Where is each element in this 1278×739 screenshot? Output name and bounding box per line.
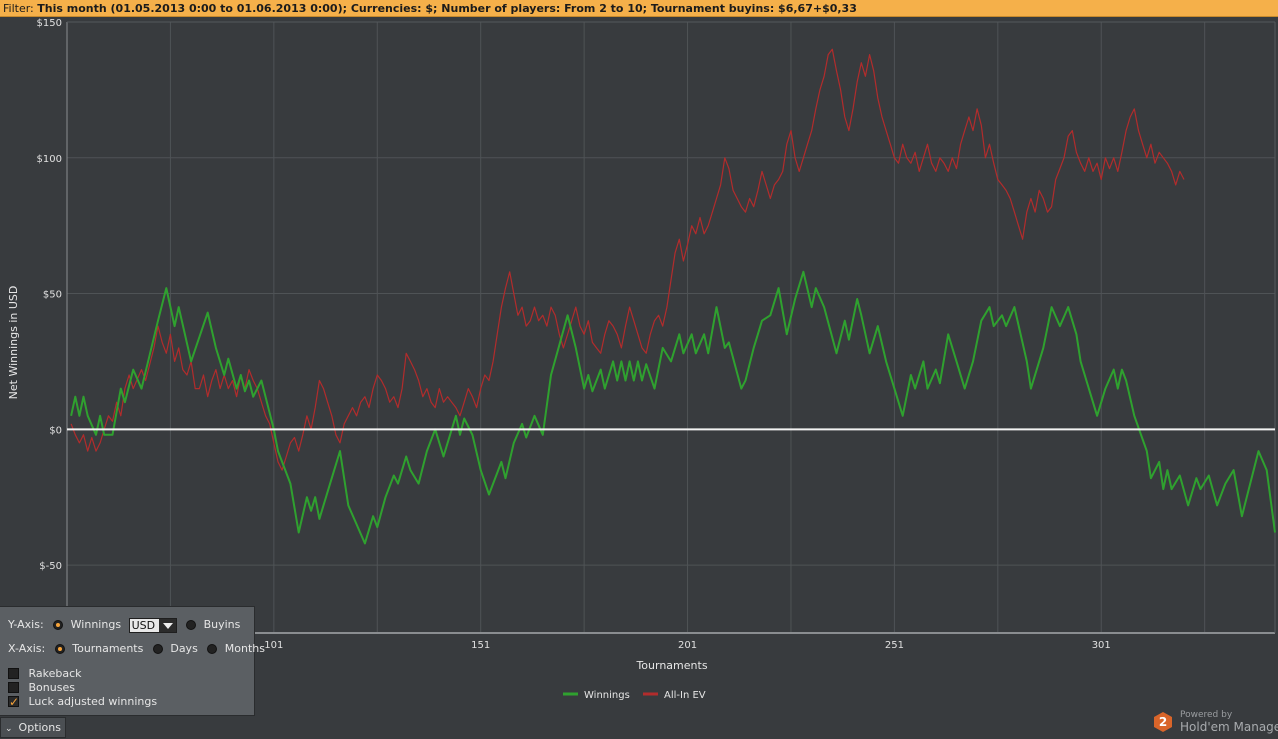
x-axis-days-radio[interactable] [152,644,163,654]
bonuses-checkbox[interactable] [8,681,19,693]
powered-by-label: Powered by [1180,710,1233,720]
plot-area [67,22,1275,633]
y-axis-label: Y-Axis: [8,618,44,631]
x-axis-title: Tournaments [635,659,707,672]
options-toggle-label: Options [18,721,61,734]
y-axis-winnings-radio[interactable] [53,620,64,630]
grid [66,21,1275,633]
rakeback-checkbox[interactable] [8,667,19,679]
y-tick-label: $0 [49,425,62,436]
y-tick-label: $150 [37,18,62,29]
legend: Winnings All-In EV [563,690,706,701]
options-panel: Y-Axis: Winnings USD Buyins X-Axis: Tour… [0,606,265,716]
filter-label: Filter: [3,2,34,15]
x-axis-months-radio[interactable] [207,644,218,654]
x-axis-tournaments-radio[interactable] [54,644,65,654]
y-axis-title: Net Winnings in USD [7,286,20,400]
chevron-down-icon[interactable] [158,618,176,632]
x-axis-tournaments-label: Tournaments [72,642,144,655]
rakeback-label: Rakeback [28,667,82,680]
y-tick-label: $50 [43,290,62,301]
labels: $150 $100 $50 $0 $-50 101 151 201 251 301 Tourname… [7,18,1111,672]
x-tick-label: 151 [471,640,490,651]
x-axis-row: X-Axis: Tournaments Days Months [8,641,265,657]
y-tick-label: $100 [37,154,62,165]
series-line-winnings [70,270,1276,545]
options-toggle-button[interactable]: ⌄ Options [0,717,66,738]
series-layer [67,48,1276,545]
x-tick-label: 301 [1092,640,1111,651]
bonuses-row[interactable]: Bonuses [8,680,75,696]
brand-logo: 2 Powered by Hold'em Manager [1153,709,1278,738]
filter-bar[interactable]: Filter: This month (01.05.2013 0:00 to 0… [0,0,1278,17]
x-tick-label: 201 [678,640,697,651]
x-axis-days-label: Days [170,642,198,655]
y-axis-row: Y-Axis: Winnings USD Buyins [8,617,240,633]
series-line-all-in-ev [70,48,1185,471]
x-tick-label: 101 [264,640,283,651]
rakeback-row[interactable]: Rakeback [8,666,82,682]
y-axis-buyins-label: Buyins [203,618,241,631]
filter-text: This month (01.05.2013 0:00 to 01.06.201… [37,2,857,15]
currency-value: USD [131,618,156,632]
x-axis-label: X-Axis: [8,642,46,655]
y-axis-buyins-radio[interactable] [186,620,197,630]
product-name: Hold'em Manager [1180,720,1278,734]
chevron-down-icon: ⌄ [5,724,13,734]
luck-adjusted-checkbox[interactable] [8,694,19,710]
y-tick-label: $-50 [39,561,62,572]
legend-label: Winnings [584,690,630,701]
y-axis-winnings-label: Winnings [70,618,122,631]
brand-badge: 2 [1159,715,1167,729]
axes [66,21,1276,634]
legend-label: All-In EV [664,690,706,701]
hem-logo-icon: 2 [1154,712,1172,732]
bonuses-label: Bonuses [28,681,75,694]
x-axis-months-label: Months [224,642,266,655]
luck-adjusted-label: Luck adjusted winnings [28,695,158,708]
luck-adjusted-row[interactable]: Luck adjusted winnings [8,694,157,710]
x-tick-label: 251 [885,640,904,651]
currency-select[interactable]: USD [128,617,177,633]
